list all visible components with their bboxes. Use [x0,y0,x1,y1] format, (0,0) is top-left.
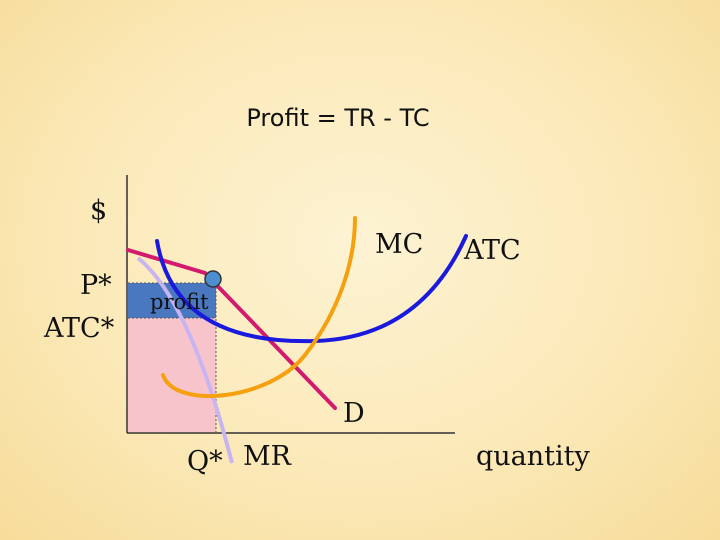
demand-label: D [343,398,365,429]
demand-curve [126,248,337,410]
price-star-label: P* [80,270,112,301]
diagram-title: Profit = TR - TC [246,104,430,132]
mr-label: MR [243,441,291,472]
y-axis-label: $ [90,195,108,226]
mc-curve [161,216,357,398]
quantity-star-label: Q* [187,446,223,477]
mr-curve [136,256,234,464]
atc-star-label: ATC* [44,313,115,344]
total-cost-area [128,318,216,432]
equilibrium-point [204,270,222,288]
profit-label: profit [150,290,209,314]
x-axis-label: quantity [476,441,590,472]
atc-label: ATC [464,235,521,266]
mc-label: MC [375,229,424,260]
